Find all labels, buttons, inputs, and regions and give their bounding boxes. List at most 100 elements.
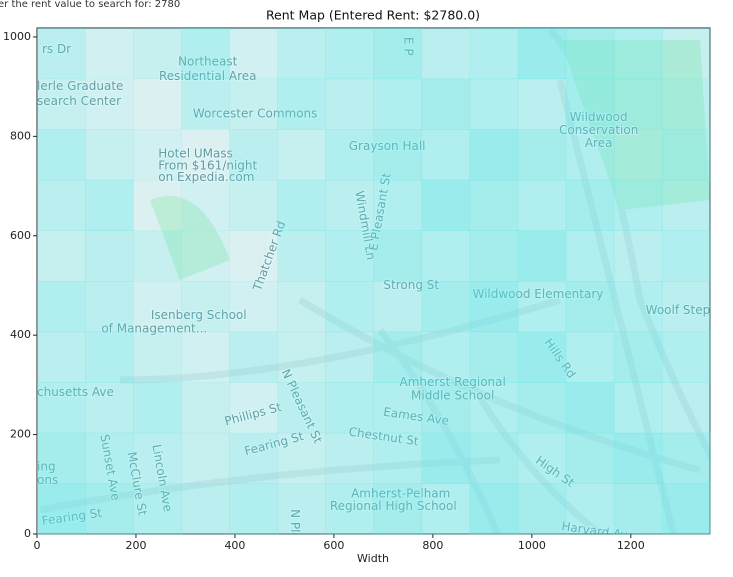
heat-cell (37, 281, 86, 333)
heat-cell (181, 483, 230, 535)
map-label: ing (37, 459, 56, 473)
heat-cell (421, 382, 471, 434)
heat-cell (421, 483, 471, 535)
y-tick-label: 0 (24, 527, 31, 540)
heat-cell (469, 281, 519, 333)
heat-cell (613, 179, 663, 231)
heat-cell (613, 331, 663, 383)
heat-cell (85, 281, 134, 333)
heat-cell (469, 78, 519, 130)
heat-cell (469, 382, 519, 434)
heat-cell (85, 129, 134, 181)
heat-cell (565, 78, 615, 130)
heat-cell (373, 483, 423, 535)
heat-cell (325, 28, 374, 80)
heat-cell (181, 331, 230, 383)
heat-cell (37, 382, 86, 434)
heat-cell (613, 230, 663, 282)
x-tick-label: 400 (224, 539, 245, 552)
heat-cell (661, 78, 711, 130)
heat-cell (229, 78, 278, 130)
heat-cell (613, 28, 663, 80)
heat-cell (229, 331, 278, 383)
heat-cell (661, 483, 711, 535)
map-label: Wildwood (570, 110, 628, 124)
heat-cell (373, 281, 423, 333)
heat-cell (37, 179, 86, 231)
heat-cell (661, 129, 711, 181)
x-tick-label: 800 (422, 539, 443, 552)
heat-cell (469, 28, 519, 80)
heat-cell (565, 432, 615, 484)
heat-cell (229, 382, 278, 434)
map-label: chusetts Ave (37, 385, 114, 399)
map-label: E P (402, 37, 416, 56)
map-label: Amherst Regional (399, 375, 505, 389)
heat-cell (373, 129, 423, 181)
heat-cell (565, 382, 615, 434)
heat-cell (565, 179, 615, 231)
heat-cell (229, 28, 278, 80)
heat-cell (133, 129, 182, 181)
map-label: Strong St (383, 278, 439, 292)
heat-cell (277, 179, 326, 231)
heat-cell (277, 78, 326, 130)
heat-cell (85, 179, 134, 231)
heat-cell (565, 281, 615, 333)
heat-cell (469, 331, 519, 383)
heat-cell (37, 331, 86, 383)
heat-cell (613, 432, 663, 484)
heat-cell (277, 230, 326, 282)
heat-cell (133, 483, 182, 535)
y-tick-label: 1000 (3, 30, 31, 43)
heat-cell (277, 129, 326, 181)
heat-cell (421, 129, 471, 181)
park (560, 40, 710, 210)
map-label: Grayson Hall (349, 139, 426, 153)
y-tick-label: 800 (10, 129, 31, 142)
heat-cell (373, 28, 423, 80)
heat-cell (613, 129, 663, 181)
map-label: rs Dr (42, 42, 71, 56)
heat-cell (421, 179, 471, 231)
prompt-text: er the rent value to search for: 2780 (0, 0, 180, 10)
heat-cell (229, 129, 278, 181)
heat-cell (613, 78, 663, 130)
heat-cell (181, 78, 230, 130)
heat-cell (85, 483, 134, 535)
heat-cell (517, 28, 567, 80)
heat-cell (661, 331, 711, 383)
map-label: From $161/night (158, 159, 257, 173)
heat-cell (517, 129, 567, 181)
x-tick-label: 600 (323, 539, 344, 552)
heat-cell (181, 382, 230, 434)
y-tick-label: 600 (10, 229, 31, 242)
heat-cell (373, 331, 423, 383)
heat-cell (85, 331, 134, 383)
heat-cell (133, 331, 182, 383)
heat-cell (37, 28, 86, 80)
heat-cell (421, 432, 471, 484)
heat-cell (85, 230, 134, 282)
heat-cell (325, 331, 374, 383)
x-tick-label: 0 (34, 539, 41, 552)
x-axis-label: Width (357, 552, 389, 565)
heat-cell (373, 432, 423, 484)
heat-cell (421, 230, 471, 282)
heat-cell (37, 78, 86, 130)
map-label: Middle School (411, 388, 494, 402)
x-tick-label: 1000 (518, 539, 546, 552)
heat-cell (181, 432, 230, 484)
y-tick-label: 200 (10, 428, 31, 441)
map-label: Woolf Step (646, 303, 711, 317)
map-label: search Center (37, 94, 121, 108)
heat-cell (133, 78, 182, 130)
heat-cell (229, 179, 278, 231)
heat-cell (565, 129, 615, 181)
axes-frame (36, 27, 711, 535)
heat-cell (517, 78, 567, 130)
heat-cell (85, 78, 134, 130)
heat-cell (85, 432, 134, 484)
map-label: Conservation (559, 123, 638, 137)
park (150, 196, 230, 280)
